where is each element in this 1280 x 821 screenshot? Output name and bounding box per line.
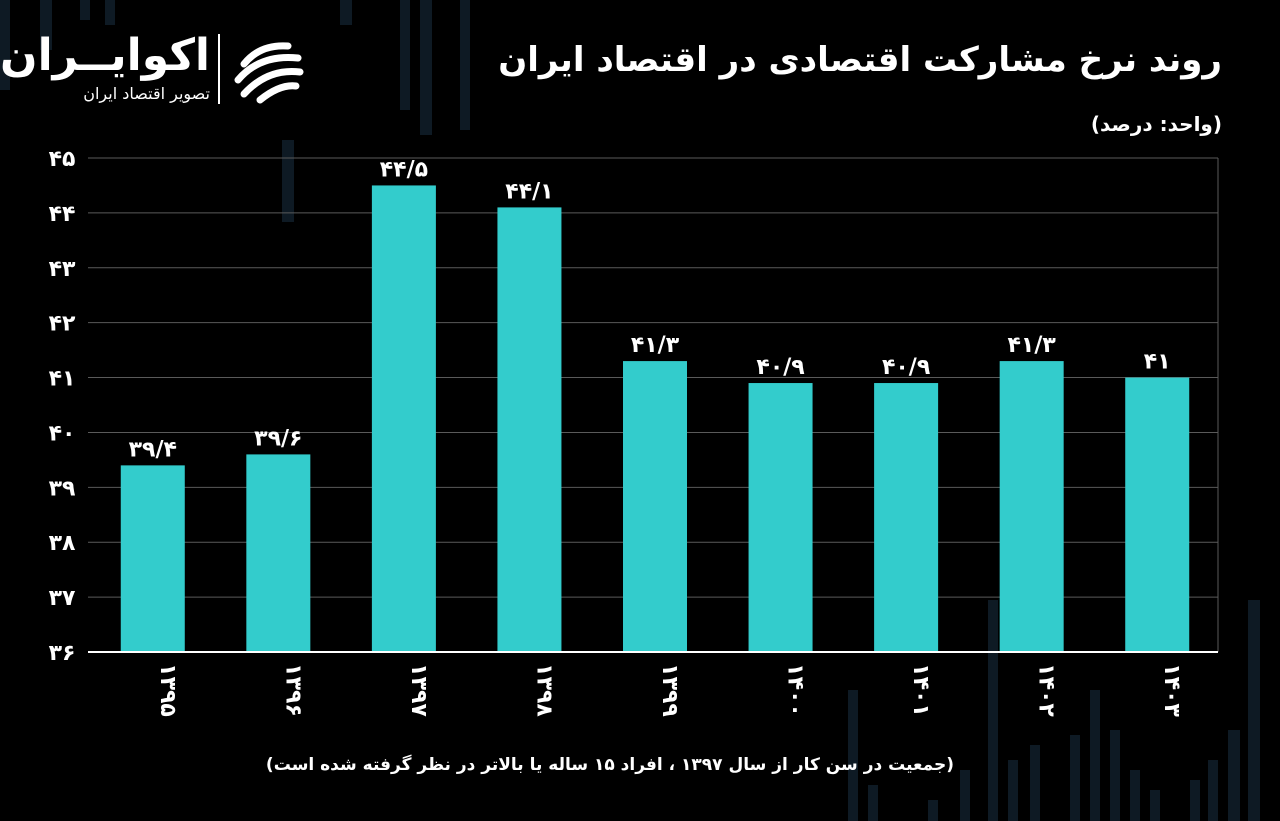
y-tick-label: ۴۵ — [49, 147, 76, 172]
bar — [623, 361, 687, 652]
data-label: ۴۱/۳ — [1008, 333, 1057, 358]
x-tick-label: ۱۳۹۷ — [406, 663, 431, 717]
x-tick-label: ۱۳۹۶ — [280, 663, 305, 717]
bar — [246, 454, 311, 652]
data-label: ۴۰/۹ — [882, 355, 930, 380]
data-label: ۳۹/۴ — [129, 437, 177, 462]
x-tick-label: ۱۴۰۱ — [908, 663, 933, 717]
y-tick-label: ۴۲ — [49, 312, 76, 337]
x-tick-label: ۱۳۹۸ — [531, 663, 556, 717]
y-tick-label: ۳۹ — [49, 476, 76, 501]
x-tick-label: ۱۳۹۹ — [657, 663, 682, 717]
x-tick-label: ۱۴۰۲ — [1034, 663, 1059, 717]
bar — [1125, 377, 1190, 652]
brand-name: اکوایــران — [0, 30, 210, 81]
data-label: ۴۰/۹ — [756, 355, 804, 380]
data-label: ۴۱/۳ — [631, 333, 680, 358]
x-tick-label: ۱۳۹۵ — [155, 663, 180, 717]
y-tick-label: ۳۸ — [49, 531, 76, 556]
chart-title: روند نرخ مشارکت اقتصادی در اقتصاد ایران — [498, 40, 1222, 80]
data-label: ۳۹/۶ — [254, 426, 302, 451]
y-tick-label: ۴۱ — [49, 367, 76, 392]
bar — [371, 185, 436, 652]
y-tick-label: ۴۰ — [49, 421, 76, 446]
brand-logo-icon — [234, 42, 304, 104]
y-tick-label: ۳۷ — [49, 586, 76, 611]
y-tick-label: ۴۴ — [49, 202, 76, 227]
bar — [120, 465, 185, 652]
x-tick-label: ۱۴۰۰ — [783, 663, 808, 717]
chart-footnote: (جمعیت در سن کار از سال ۱۳۹۷ ، افراد ۱۵ … — [265, 755, 955, 775]
bar — [497, 207, 562, 652]
brand-tagline: تصویر اقتصاد ایران — [83, 84, 210, 103]
data-label: ۴۱ — [1144, 350, 1171, 375]
data-label: ۴۴/۵ — [380, 157, 428, 182]
y-tick-label: ۳۶ — [49, 641, 76, 666]
data-label: ۴۴/۱ — [505, 179, 553, 204]
bar — [999, 361, 1064, 652]
bar — [748, 383, 813, 652]
bar — [874, 383, 939, 652]
chart-unit-label: (واحد: درصد) — [1090, 112, 1222, 136]
y-tick-label: ۴۳ — [49, 257, 76, 282]
logo-divider — [218, 34, 220, 104]
x-tick-label: ۱۴۰۳ — [1159, 663, 1184, 717]
